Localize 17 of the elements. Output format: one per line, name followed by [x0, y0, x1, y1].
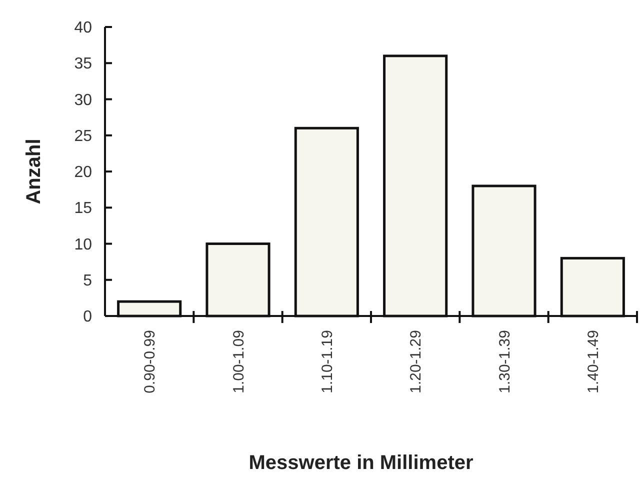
y-tick-label: 20	[74, 164, 92, 182]
y-tick-label: 15	[74, 200, 92, 218]
y-axis-title: Anzahl	[23, 138, 45, 204]
x-tick-label: 1.40-1.49	[584, 330, 602, 394]
y-tick-label: 35	[74, 56, 92, 73]
x-tick-label: 1.20-1.29	[408, 330, 425, 394]
y-tick-label: 25	[74, 128, 92, 145]
y-tick-label: 30	[74, 92, 92, 109]
y-tick-label: 40	[74, 20, 92, 37]
x-axis-title: Messwerte in Millimeter	[248, 452, 474, 474]
x-tick-label: 1.10-1.19	[318, 330, 336, 394]
x-tick-label: 0.90-0.99	[142, 330, 159, 394]
x-tick-label: 1.30-1.39	[496, 330, 514, 394]
y-tick-label: 5	[83, 272, 92, 290]
y-tick-label: 0	[83, 308, 92, 326]
y-tick-label: 10	[74, 236, 92, 254]
x-tick-label: 1.00-1.09	[230, 330, 248, 394]
